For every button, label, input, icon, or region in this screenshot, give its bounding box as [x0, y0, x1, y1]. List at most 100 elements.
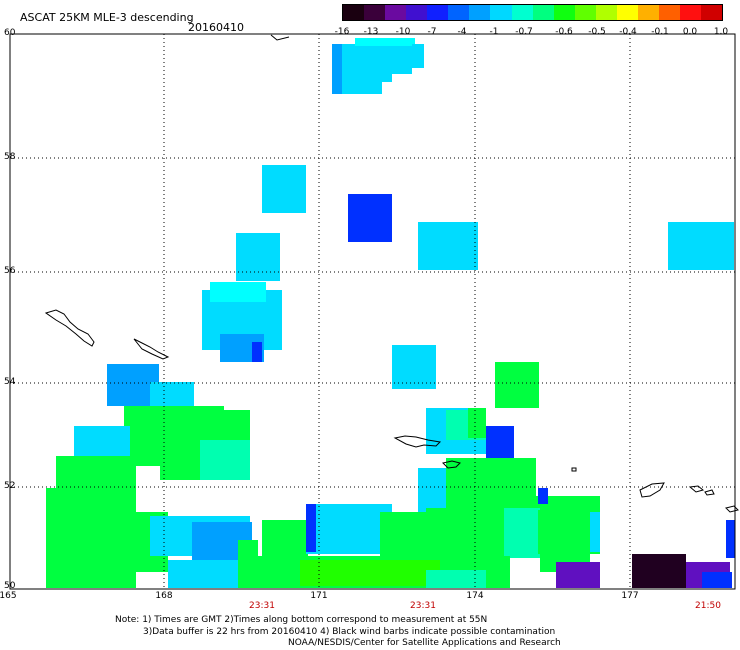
- time-label: 23:31: [249, 601, 275, 611]
- data-cell: [486, 426, 514, 462]
- colorbar-swatch: [511, 5, 533, 20]
- data-cell: [726, 520, 735, 558]
- lon-label: 174: [466, 591, 484, 601]
- colorbar-label: 1.0: [713, 27, 729, 37]
- colorbar-swatch: [658, 5, 680, 20]
- data-cell: [362, 82, 382, 94]
- coastline-island: [442, 460, 461, 469]
- data-cell: [632, 554, 686, 588]
- colorbar-label: -7: [427, 27, 437, 37]
- grid-lines: [10, 34, 735, 589]
- data-cell: [332, 44, 342, 94]
- coastline-island: [44, 309, 95, 347]
- colorbar-label: -1: [489, 27, 499, 37]
- data-cell: [306, 504, 392, 554]
- data-cell: [426, 508, 506, 558]
- data-swaths: [46, 38, 735, 588]
- plot-frame: [9, 33, 736, 590]
- colorbar-swatch: [469, 5, 491, 20]
- data-cell: [168, 560, 248, 588]
- lat-label: 60: [4, 28, 16, 38]
- colorbar-swatch: [637, 5, 659, 20]
- lat-label: 54: [4, 377, 16, 387]
- data-cell: [200, 440, 250, 480]
- data-cell: [300, 560, 440, 586]
- colorbar-label: -13: [363, 27, 379, 37]
- data-cell: [150, 382, 194, 410]
- data-cell: [392, 345, 436, 389]
- lat-label: 58: [4, 152, 16, 162]
- data-cell: [590, 512, 600, 552]
- data-cell: [412, 44, 424, 68]
- coastline-island: [393, 435, 442, 448]
- colorbar-swatch: [490, 5, 512, 20]
- colorbar-label: 0.0: [682, 27, 698, 37]
- coastline-island: [639, 482, 665, 498]
- colorbar-swatch: [574, 5, 596, 20]
- data-cell: [348, 194, 392, 242]
- colorbar-label: -0.6: [555, 27, 573, 37]
- data-cell: [538, 510, 600, 554]
- colorbar-swatch: [427, 5, 449, 20]
- colorbar-swatch: [680, 5, 702, 20]
- note-line-1: Note: 1) Times are GMT 2)Times along bot…: [115, 615, 488, 625]
- colorbar-swatch: [343, 5, 365, 20]
- data-cell: [380, 512, 430, 562]
- data-cell: [495, 362, 539, 408]
- data-cell: [426, 570, 486, 588]
- colorbar-swatch: [385, 5, 407, 20]
- lon-label: 168: [155, 591, 173, 601]
- note-line-2: 3)Data buffer is 22 hrs from 20160410 4)…: [143, 627, 556, 637]
- colorbar-swatch: [448, 5, 470, 20]
- data-cell: [262, 165, 306, 213]
- data-cell: [418, 222, 478, 270]
- lon-label: 171: [310, 591, 328, 601]
- lat-label: 50: [4, 581, 16, 591]
- coastlines: [44, 34, 739, 513]
- data-cell: [668, 222, 734, 270]
- note-line-3: NOAA/NESDIS/Center for Satellite Applica…: [288, 638, 561, 648]
- colorbar-swatch: [616, 5, 638, 20]
- coastline-island: [688, 485, 705, 493]
- chart-date: 20160410: [188, 21, 244, 34]
- colorbar-label: -10: [395, 27, 411, 37]
- colorbar-swatch: [701, 5, 723, 20]
- colorbar-label: -0.1: [651, 27, 669, 37]
- data-cell: [64, 560, 124, 588]
- colorbar-swatch: [532, 5, 554, 20]
- data-cell: [538, 488, 548, 504]
- colorbar-label: -0.5: [588, 27, 606, 37]
- data-cell: [392, 44, 412, 74]
- lon-label: 177: [621, 591, 639, 601]
- colorbar-swatch: [406, 5, 428, 20]
- lon-label: 165: [0, 591, 17, 601]
- coastline-island: [725, 505, 739, 513]
- time-label: 23:31: [410, 601, 436, 611]
- data-cell: [702, 572, 732, 588]
- colorbar-swatch: [595, 5, 617, 20]
- data-cell: [236, 233, 280, 281]
- colorbar-label: -4: [457, 27, 467, 37]
- coastline-island: [571, 467, 577, 472]
- coastline-coast: [270, 34, 290, 41]
- colorbar-label: -0.4: [619, 27, 637, 37]
- colorbar: [342, 4, 723, 21]
- coastline-island: [704, 489, 715, 496]
- data-cell: [355, 38, 415, 46]
- data-cell: [210, 282, 266, 302]
- colorbar-swatch: [553, 5, 575, 20]
- colorbar-swatch: [364, 5, 386, 20]
- data-cell: [252, 342, 262, 362]
- lat-label: 56: [4, 266, 16, 276]
- data-cell: [468, 408, 486, 438]
- data-cell: [556, 562, 600, 588]
- data-cell: [362, 44, 392, 82]
- lat-label: 52: [4, 481, 16, 491]
- data-cell: [306, 504, 316, 552]
- coastline-island: [133, 338, 170, 360]
- data-cell: [342, 44, 362, 94]
- time-label: 21:50: [695, 601, 721, 611]
- colorbar-label: -0.7: [515, 27, 533, 37]
- colorbar-label: -16: [334, 27, 350, 37]
